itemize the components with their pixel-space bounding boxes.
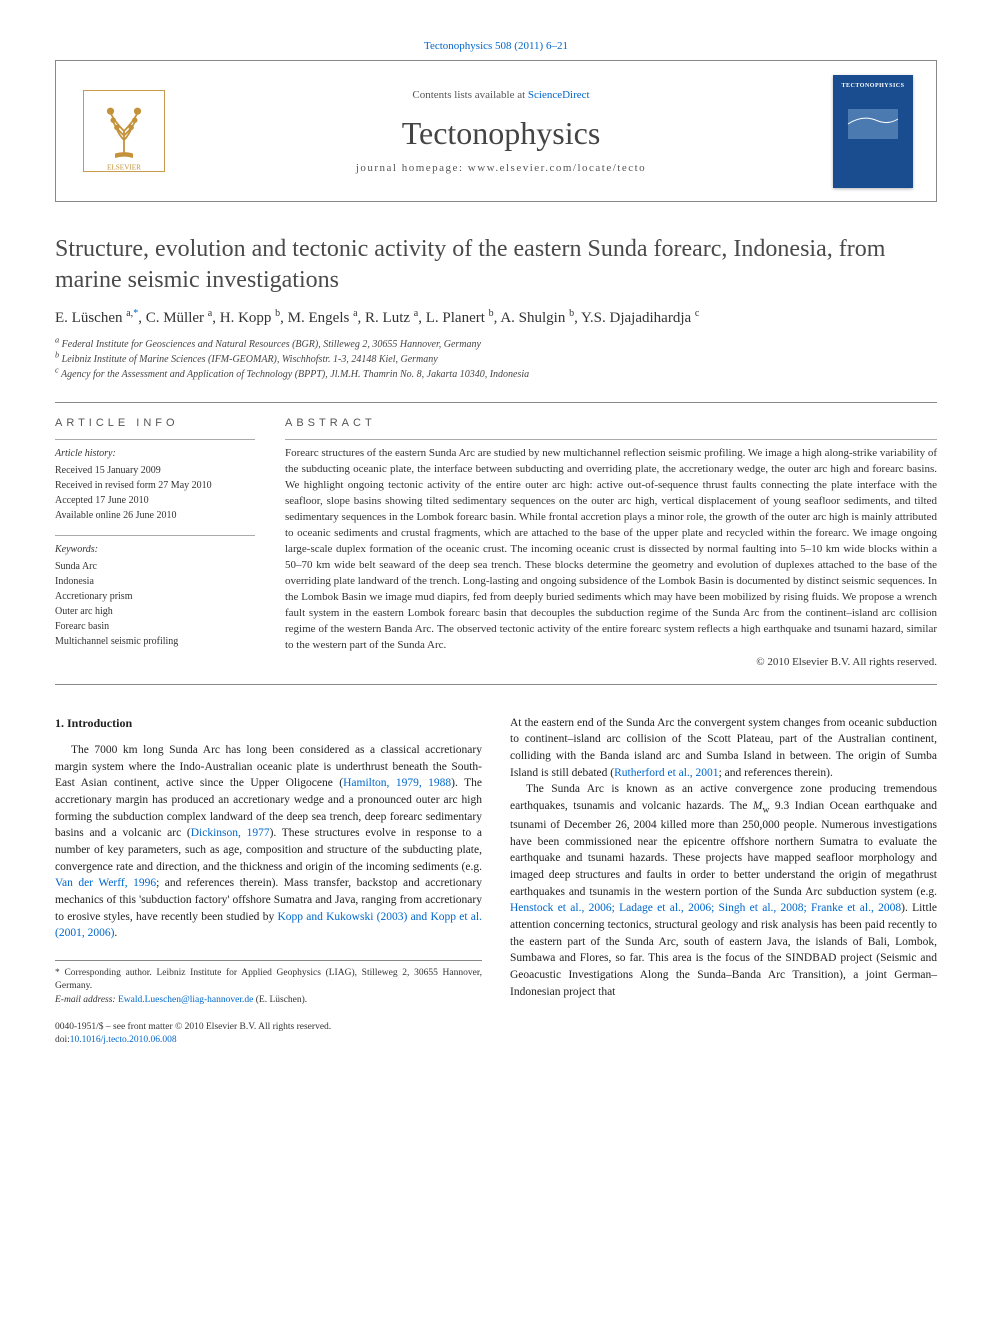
body-paragraph: The Sunda Arc is known as an active conv… xyxy=(510,781,937,1000)
elsevier-logo: ELSEVIER xyxy=(56,61,192,201)
keywords-block: Keywords: Sunda Arc Indonesia Accretiona… xyxy=(55,535,255,649)
email-line: E-mail address: Ewald.Lueschen@liag-hann… xyxy=(55,994,482,1007)
contents-line: Contents lists available at ScienceDirec… xyxy=(412,89,589,101)
authors-line: E. Lüschen a,*, C. Müller a, H. Kopp b, … xyxy=(55,310,937,327)
email-label: E-mail address: xyxy=(55,995,118,1005)
citation-line: Tectonophysics 508 (2011) 6–21 xyxy=(55,40,937,52)
article-info-label: ARTICLE INFO xyxy=(55,417,255,429)
abstract-text: Forearc structures of the eastern Sunda … xyxy=(285,439,937,653)
divider xyxy=(55,402,937,403)
body-paragraph: The 7000 km long Sunda Arc has long been… xyxy=(55,742,482,942)
keyword-item: Indonesia xyxy=(55,574,255,589)
article-title: Structure, evolution and tectonic activi… xyxy=(55,234,937,296)
column-right: At the eastern end of the Sunda Arc the … xyxy=(510,715,937,1048)
sciencedirect-link[interactable]: ScienceDirect xyxy=(528,89,590,101)
svg-text:ELSEVIER: ELSEVIER xyxy=(107,164,141,172)
section-heading: 1. Introduction xyxy=(55,715,482,732)
keywords-heading: Keywords: xyxy=(55,542,255,557)
history-item: Available online 26 June 2010 xyxy=(55,508,255,523)
elsevier-tree-icon: ELSEVIER xyxy=(79,86,169,176)
corr-author-note: * Corresponding author. Leibniz Institut… xyxy=(55,967,482,994)
keyword-item: Multichannel seismic profiling xyxy=(55,634,255,649)
doi-line: doi:10.1016/j.tecto.2010.06.008 xyxy=(55,1034,482,1047)
body-paragraph: At the eastern end of the Sunda Arc the … xyxy=(510,715,937,782)
contents-prefix: Contents lists available at xyxy=(412,89,527,101)
article-history-block: Article history: Received 15 January 200… xyxy=(55,439,255,523)
affiliation-a: a Federal Institute for Geosciences and … xyxy=(55,337,937,352)
keyword-item: Forearc basin xyxy=(55,619,255,634)
doi-block: 0040-1951/$ – see front matter © 2010 El… xyxy=(55,1021,482,1048)
journal-header: ELSEVIER Contents lists available at Sci… xyxy=(55,60,937,202)
article-info: ARTICLE INFO Article history: Received 1… xyxy=(55,417,255,667)
history-item: Accepted 17 June 2010 xyxy=(55,493,255,508)
affiliation-c: c Agency for the Assessment and Applicat… xyxy=(55,367,937,382)
journal-title: Tectonophysics xyxy=(402,115,601,152)
keyword-item: Accretionary prism xyxy=(55,589,255,604)
history-item: Received 15 January 2009 xyxy=(55,463,255,478)
cover-graphic-icon xyxy=(843,89,903,149)
history-heading: Article history: xyxy=(55,446,255,461)
column-left: 1. Introduction The 7000 km long Sunda A… xyxy=(55,715,482,1048)
divider xyxy=(55,684,937,685)
front-matter-line: 0040-1951/$ – see front matter © 2010 El… xyxy=(55,1021,482,1034)
history-item: Received in revised form 27 May 2010 xyxy=(55,478,255,493)
keyword-item: Sunda Arc xyxy=(55,559,255,574)
body-columns: 1. Introduction The 7000 km long Sunda A… xyxy=(55,715,937,1048)
affiliation-b: b Leibniz Institute of Marine Sciences (… xyxy=(55,352,937,367)
doi-prefix: doi: xyxy=(55,1035,70,1045)
abstract-label: ABSTRACT xyxy=(285,417,937,429)
journal-cover-thumb: TECTONOPHYSICS xyxy=(810,61,936,201)
abstract-section: ABSTRACT Forearc structures of the easte… xyxy=(285,417,937,667)
doi-link[interactable]: 10.1016/j.tecto.2010.06.008 xyxy=(70,1035,177,1045)
corresponding-footnote: * Corresponding author. Leibniz Institut… xyxy=(55,960,482,1007)
email-link[interactable]: Ewald.Lueschen@liag-hannover.de xyxy=(118,995,253,1005)
affiliations: a Federal Institute for Geosciences and … xyxy=(55,337,937,382)
email-attr: (E. Lüschen). xyxy=(253,995,307,1005)
journal-homepage: journal homepage: www.elsevier.com/locat… xyxy=(356,162,646,174)
keyword-item: Outer arc high xyxy=(55,604,255,619)
abstract-copyright: © 2010 Elsevier B.V. All rights reserved… xyxy=(285,656,937,668)
